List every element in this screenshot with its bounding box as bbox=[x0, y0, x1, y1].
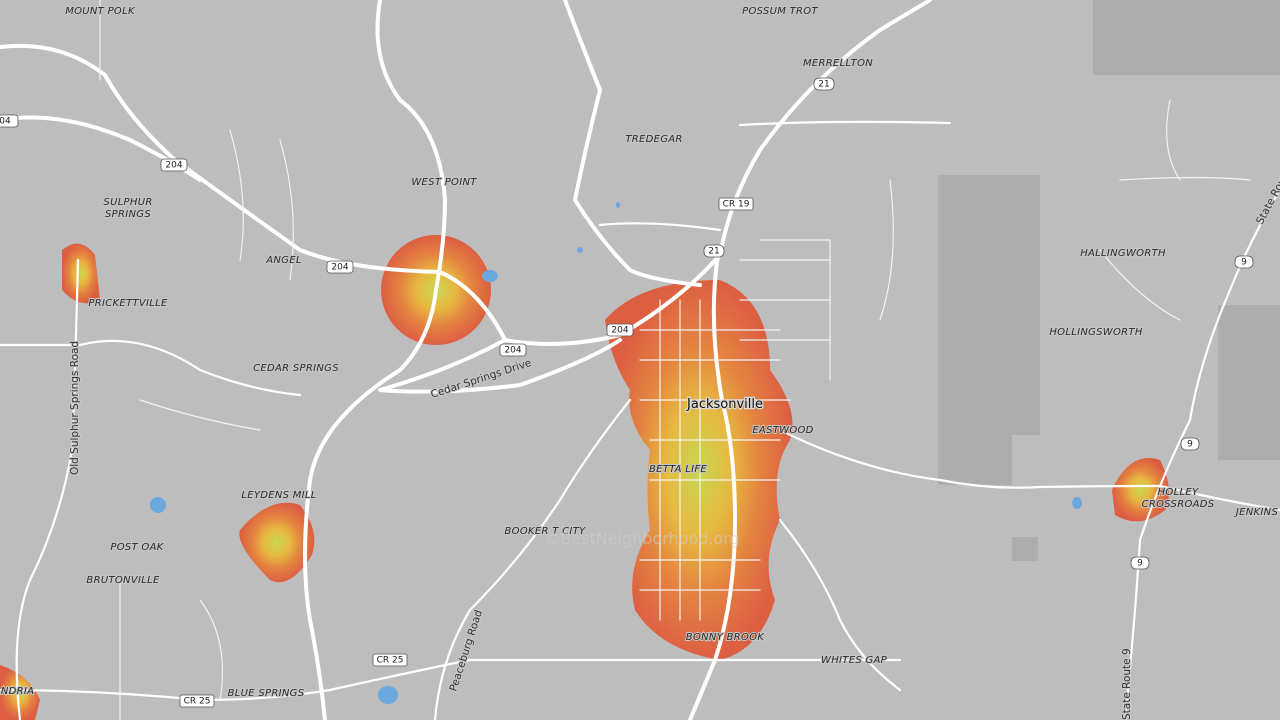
place-label: HOLLINGSWORTH bbox=[1049, 327, 1142, 338]
shield: 9 bbox=[1137, 559, 1143, 569]
place-label: POST OAK bbox=[110, 542, 164, 553]
place-label: CEDAR SPRINGS bbox=[253, 363, 339, 374]
city-label: Jacksonville bbox=[686, 397, 763, 412]
landuse bbox=[938, 0, 1280, 561]
place-label: ANGEL bbox=[265, 255, 301, 266]
place-label: ANDRIA bbox=[0, 686, 34, 697]
shield: 204 bbox=[331, 263, 348, 273]
place-label: HALLINGWORTH bbox=[1080, 248, 1166, 259]
place-label: BRUTONVILLE bbox=[86, 575, 160, 586]
shield: 21 bbox=[708, 247, 719, 257]
water bbox=[150, 202, 1082, 704]
shield: 9 bbox=[1187, 440, 1193, 450]
shield: 9 bbox=[1241, 258, 1247, 268]
place-label: TREDEGAR bbox=[625, 134, 682, 145]
place-label: EASTWOOD bbox=[752, 425, 813, 436]
shield: CR 25 bbox=[184, 697, 211, 707]
place-label: BONNY BROOK bbox=[686, 632, 766, 643]
shield: 21 bbox=[818, 80, 829, 90]
place-label: MERRELLTON bbox=[803, 58, 873, 69]
road-name: State Route 9 bbox=[1121, 648, 1133, 720]
shield: 204 bbox=[165, 161, 182, 171]
shield: 204 bbox=[611, 326, 628, 336]
place-label: LEYDENS MILL bbox=[241, 490, 316, 501]
shield: CR 19 bbox=[723, 200, 750, 210]
watermark: ©BestNeighborhood.org bbox=[544, 529, 739, 548]
shield: 204 bbox=[504, 346, 521, 356]
heat-areas bbox=[0, 235, 1169, 720]
road-name: Old Sulphur Springs Road bbox=[69, 341, 81, 475]
place-label: BOOKER T CITY bbox=[505, 526, 587, 537]
place-label: SULPHUR SPRINGS bbox=[103, 197, 152, 220]
place-label: BLUE SPRINGS bbox=[228, 688, 305, 699]
road-shields: 04 204 204 204 204 21 CR 19 21 9 9 9 CR … bbox=[0, 77, 1254, 708]
place-label: MOUNT POLK bbox=[65, 6, 136, 17]
place-label: WHITES GAP bbox=[821, 655, 888, 666]
place-label: HOLLEY CROSSROADS bbox=[1142, 487, 1215, 510]
place-label: POSSUM TROT bbox=[742, 6, 818, 17]
place-label: JENKINS bbox=[1234, 507, 1279, 518]
shield: CR 25 bbox=[377, 656, 404, 666]
place-label: BETTA LIFE bbox=[649, 464, 707, 475]
place-label: WEST POINT bbox=[411, 177, 477, 188]
place-label: PRICKETTVILLE bbox=[88, 298, 168, 309]
shield: 04 bbox=[0, 117, 11, 127]
place-labels: MOUNT POLK POSSUM TROT MERRELLTON TREDEG… bbox=[0, 5, 1279, 700]
